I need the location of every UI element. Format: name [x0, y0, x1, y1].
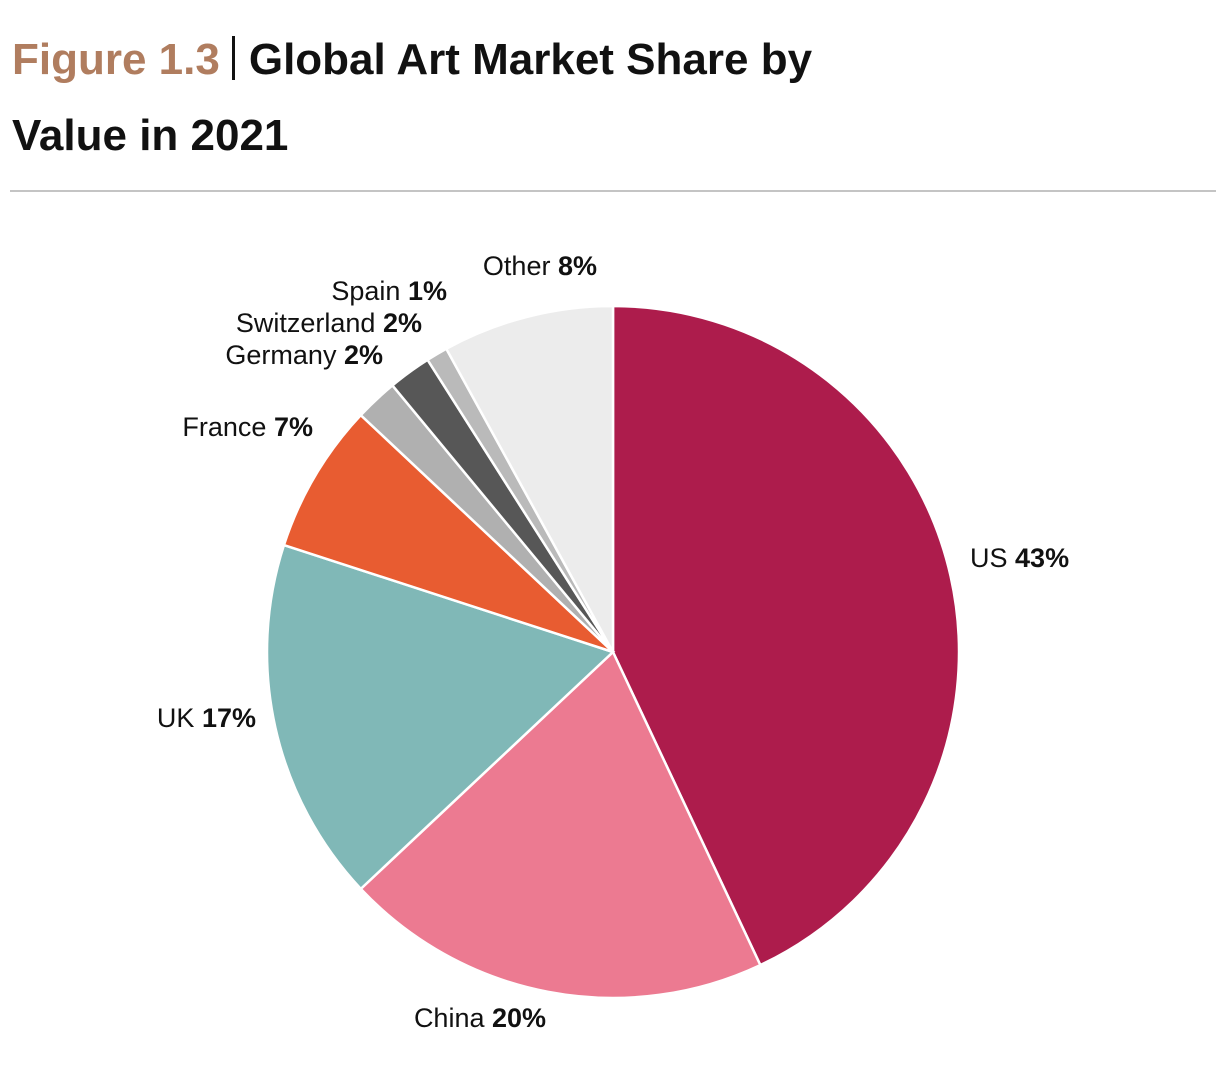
value-label: 8%: [558, 251, 597, 281]
pie-slice: [282, 413, 614, 654]
slice-label: US 43%: [970, 543, 1069, 573]
pie-slice: [444, 304, 615, 653]
value-label: 2%: [344, 340, 383, 370]
category-label: Germany: [225, 340, 337, 370]
value-label: 17%: [202, 703, 256, 733]
title-block: Figure 1.3 Global Art Market Share by Val…: [12, 22, 922, 174]
value-label: 1%: [408, 276, 447, 306]
slice-label: Germany 2%: [225, 340, 383, 370]
separator: [231, 36, 235, 80]
category-label: Switzerland: [236, 308, 376, 338]
slice-label: Spain 1%: [331, 276, 447, 306]
title-rule: [10, 190, 1216, 192]
pie-slice: [611, 304, 961, 967]
category-label: Other: [483, 251, 551, 281]
pie-slice: [359, 649, 762, 1000]
slice-label: France 7%: [182, 412, 313, 442]
chart-title: Global Art Market Share by Value in 2021: [12, 35, 813, 160]
value-label: 43%: [1015, 543, 1069, 573]
slice-label: UK 17%: [157, 703, 256, 733]
figure-label: Figure 1.3: [12, 35, 220, 84]
slice-label: Other 8%: [483, 251, 597, 281]
category-label: China: [414, 1003, 486, 1033]
pie-slice: [265, 543, 616, 891]
slice-label: Switzerland 2%: [236, 308, 422, 338]
category-label: France: [182, 412, 266, 442]
value-label: 2%: [383, 308, 422, 338]
category-label: US: [970, 543, 1008, 573]
value-label: 7%: [274, 412, 313, 442]
value-label: 20%: [492, 1003, 546, 1033]
category-label: Spain: [331, 276, 400, 306]
category-label: UK: [157, 703, 195, 733]
slice-label: China 20%: [414, 1003, 546, 1033]
